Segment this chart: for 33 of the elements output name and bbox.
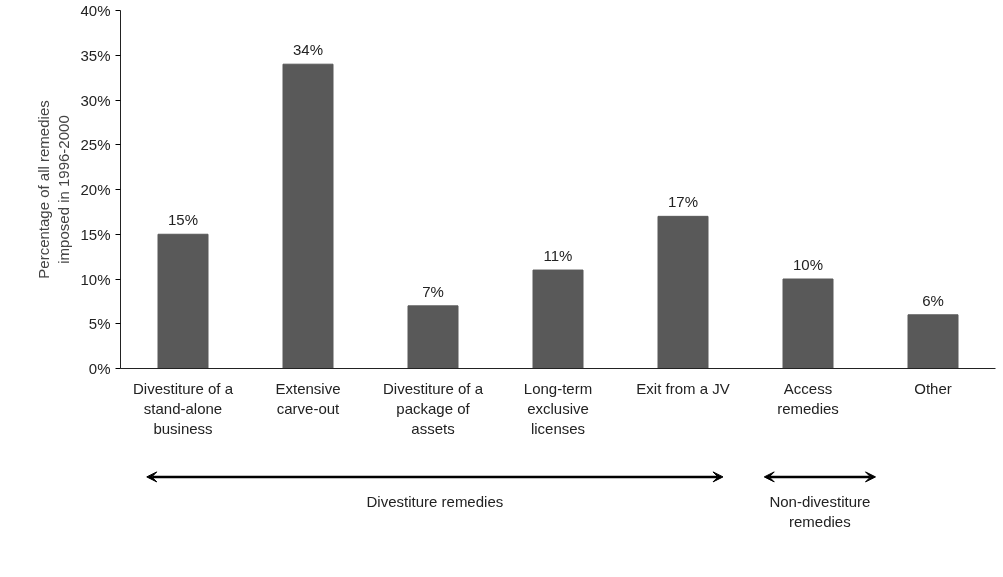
x-tick-label: Exit from a JV [636, 379, 730, 397]
x-tick-label: Extensive carve-out [275, 379, 341, 417]
bar [657, 215, 709, 369]
bar [282, 63, 334, 369]
y-tick-label: 25% [80, 136, 111, 154]
bar [532, 269, 584, 369]
y-tick-label: 15% [80, 225, 111, 243]
bar [782, 278, 834, 369]
y-tick-label: 30% [80, 91, 111, 109]
x-tick-label: Access remedies [777, 379, 839, 417]
data-label: 34% [292, 41, 324, 59]
text: Divestiture remedies [366, 492, 504, 510]
data-label: 10% [792, 256, 824, 273]
bar [157, 233, 209, 369]
bar [907, 314, 959, 369]
y-tick-label: 35% [80, 46, 111, 64]
y-tick-label: 5% [88, 315, 111, 333]
y-tick-label: 10% [80, 270, 111, 288]
x-tick-label: Divestiture of a stand-alone business [132, 379, 234, 438]
data-label: 17% [667, 193, 699, 211]
data-label: 7% [422, 282, 444, 300]
text: Non-divestiture remedies [769, 492, 871, 530]
y-tick-label: 40% [80, 2, 111, 19]
y-tick-label: 20% [80, 181, 111, 198]
y-axis-title: Percentage of all remedies imposed in 1996-2000 [35, 100, 73, 279]
y-tick-label: 0% [88, 360, 111, 377]
bar [407, 305, 459, 369]
data-label: 6% [922, 291, 944, 309]
data-label: 15% [167, 211, 199, 229]
x-tick-label: Divestiture of a package of assets [382, 379, 484, 438]
x-tick-label: Long-term exclusive licenses [523, 379, 593, 438]
x-tick-label: Other [914, 379, 952, 397]
data-label: 11% [543, 247, 573, 265]
